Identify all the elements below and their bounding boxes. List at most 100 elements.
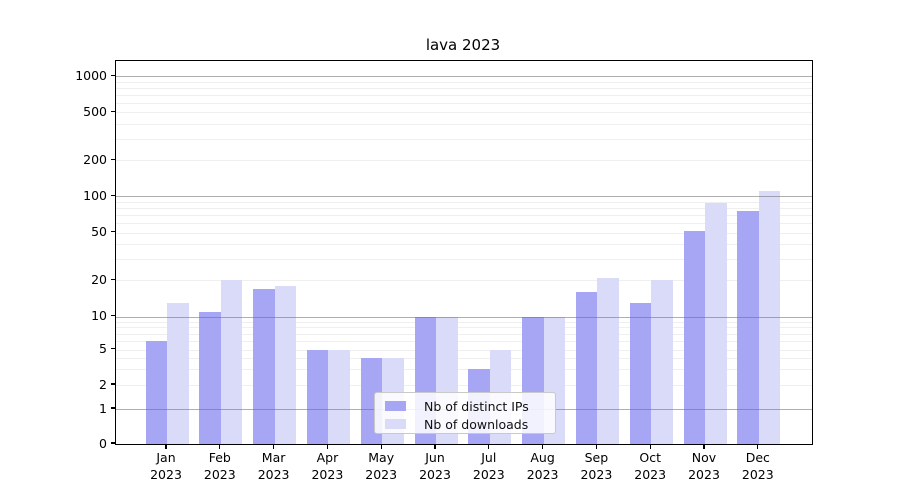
x-tick-mark bbox=[273, 444, 275, 449]
x-tick-mark bbox=[380, 444, 382, 449]
x-tick-label-jan: Jan 2023 bbox=[150, 450, 182, 482]
y-tick-label: 1000 bbox=[75, 67, 107, 83]
bar-ips-jan bbox=[145, 341, 167, 444]
minor-gridline bbox=[116, 81, 812, 83]
y-tick-label: 100 bbox=[83, 187, 107, 203]
minor-gridline bbox=[116, 321, 812, 323]
minor-gridline bbox=[116, 160, 812, 162]
minor-gridline bbox=[116, 208, 812, 210]
minor-gridline bbox=[116, 327, 812, 329]
legend: Nb of distinct IPs Nb of downloads bbox=[374, 392, 556, 434]
major-gridline bbox=[116, 196, 812, 198]
x-tick-label-may: May 2023 bbox=[365, 450, 398, 482]
bar-ips-oct bbox=[629, 302, 652, 444]
bar-downloads-mar bbox=[274, 285, 297, 444]
bar-ips-nov bbox=[683, 230, 705, 444]
minor-gridline bbox=[116, 232, 812, 234]
minor-gridline bbox=[116, 223, 812, 225]
y-tick-label: 200 bbox=[83, 151, 107, 167]
y-tick-label: 20 bbox=[91, 271, 107, 287]
minor-gridline bbox=[116, 139, 812, 140]
minor-gridline bbox=[116, 369, 812, 371]
minor-gridline bbox=[116, 333, 812, 335]
y-tick-mark bbox=[110, 442, 115, 444]
y-tick-label: 2 bbox=[99, 376, 107, 392]
minor-gridline bbox=[116, 280, 812, 282]
bar-ips-sep bbox=[575, 292, 598, 444]
x-tick-mark bbox=[488, 444, 490, 449]
legend-label-distinct-ips: Nb of distinct IPs bbox=[424, 398, 529, 414]
legend-swatch-distinct-ips bbox=[385, 401, 406, 411]
gridlines-layer bbox=[116, 61, 812, 444]
minor-gridline bbox=[116, 94, 812, 96]
minor-gridline bbox=[116, 358, 812, 360]
minor-gridline bbox=[116, 385, 812, 386]
x-tick-label-dec: Dec 2023 bbox=[741, 450, 774, 482]
bar-downloads-feb bbox=[220, 280, 243, 444]
y-tick-label: 1 bbox=[99, 400, 107, 416]
y-tick-mark bbox=[110, 74, 115, 76]
minor-gridline bbox=[116, 87, 812, 89]
x-tick-mark bbox=[165, 444, 167, 449]
bar-downloads-jan bbox=[167, 302, 189, 444]
x-tick-label-mar: Mar 2023 bbox=[257, 450, 290, 482]
bar-downloads-sep bbox=[597, 277, 619, 444]
y-tick-label: 500 bbox=[83, 103, 107, 119]
bar-downloads-nov bbox=[705, 203, 727, 444]
x-tick-mark bbox=[434, 444, 436, 449]
bar-ips-apr bbox=[306, 349, 329, 444]
x-tick-mark bbox=[649, 444, 651, 449]
minor-gridline bbox=[116, 244, 812, 246]
chart-title: lava 2023 bbox=[425, 36, 501, 54]
legend-row-distinct-ips: Nb of distinct IPs bbox=[375, 397, 555, 415]
x-tick-mark bbox=[703, 444, 705, 449]
y-tick-mark bbox=[110, 407, 115, 409]
bar-ips-mar bbox=[253, 288, 275, 444]
y-tick-mark bbox=[110, 231, 115, 233]
minor-gridline bbox=[116, 123, 812, 125]
plot-area bbox=[115, 60, 813, 445]
y-tick-mark bbox=[110, 158, 115, 160]
x-tick-mark bbox=[326, 444, 328, 449]
y-tick-label: 10 bbox=[91, 308, 107, 324]
x-tick-label-nov: Nov 2023 bbox=[688, 450, 720, 482]
x-tick-label-aug: Aug 2023 bbox=[526, 450, 559, 482]
bar-downloads-apr bbox=[328, 349, 350, 444]
x-tick-label-oct: Oct 2023 bbox=[634, 450, 667, 482]
y-tick-label: 5 bbox=[99, 341, 107, 357]
y-tick-label: 50 bbox=[91, 224, 107, 240]
x-tick-mark bbox=[757, 444, 759, 449]
y-tick-label: 0 bbox=[99, 435, 107, 451]
minor-gridline bbox=[116, 259, 812, 261]
bar-downloads-dec bbox=[758, 191, 781, 444]
x-tick-label-jul: Jul 2023 bbox=[472, 450, 505, 482]
x-tick-mark bbox=[595, 444, 597, 449]
x-tick-label-jun: Jun 2023 bbox=[419, 450, 451, 482]
y-tick-mark bbox=[110, 110, 115, 112]
minor-gridline bbox=[116, 102, 812, 104]
legend-swatch-downloads bbox=[385, 419, 406, 429]
bar-ips-feb bbox=[199, 311, 221, 444]
y-tick-mark bbox=[110, 348, 115, 350]
y-tick-mark bbox=[110, 278, 115, 281]
x-tick-label-feb: Feb 2023 bbox=[203, 450, 236, 482]
minor-gridline bbox=[116, 215, 812, 217]
major-gridline bbox=[116, 316, 812, 318]
legend-row-downloads: Nb of downloads bbox=[375, 415, 555, 433]
minor-gridline bbox=[116, 349, 812, 351]
y-tick-mark bbox=[110, 194, 115, 196]
y-tick-mark bbox=[110, 383, 115, 385]
x-tick-label-apr: Apr 2023 bbox=[311, 450, 344, 482]
bar-ips-dec bbox=[737, 211, 759, 444]
gridlines-overlay bbox=[116, 61, 812, 444]
x-tick-mark bbox=[542, 444, 544, 449]
minor-gridline bbox=[116, 341, 812, 343]
y-tick-mark bbox=[110, 315, 115, 317]
x-tick-mark bbox=[219, 444, 221, 449]
bar-downloads-oct bbox=[651, 280, 673, 444]
major-gridline bbox=[116, 76, 812, 78]
x-tick-label-sep: Sep 2023 bbox=[580, 450, 613, 482]
legend-label-downloads: Nb of downloads bbox=[424, 416, 529, 432]
minor-gridline bbox=[116, 112, 812, 114]
